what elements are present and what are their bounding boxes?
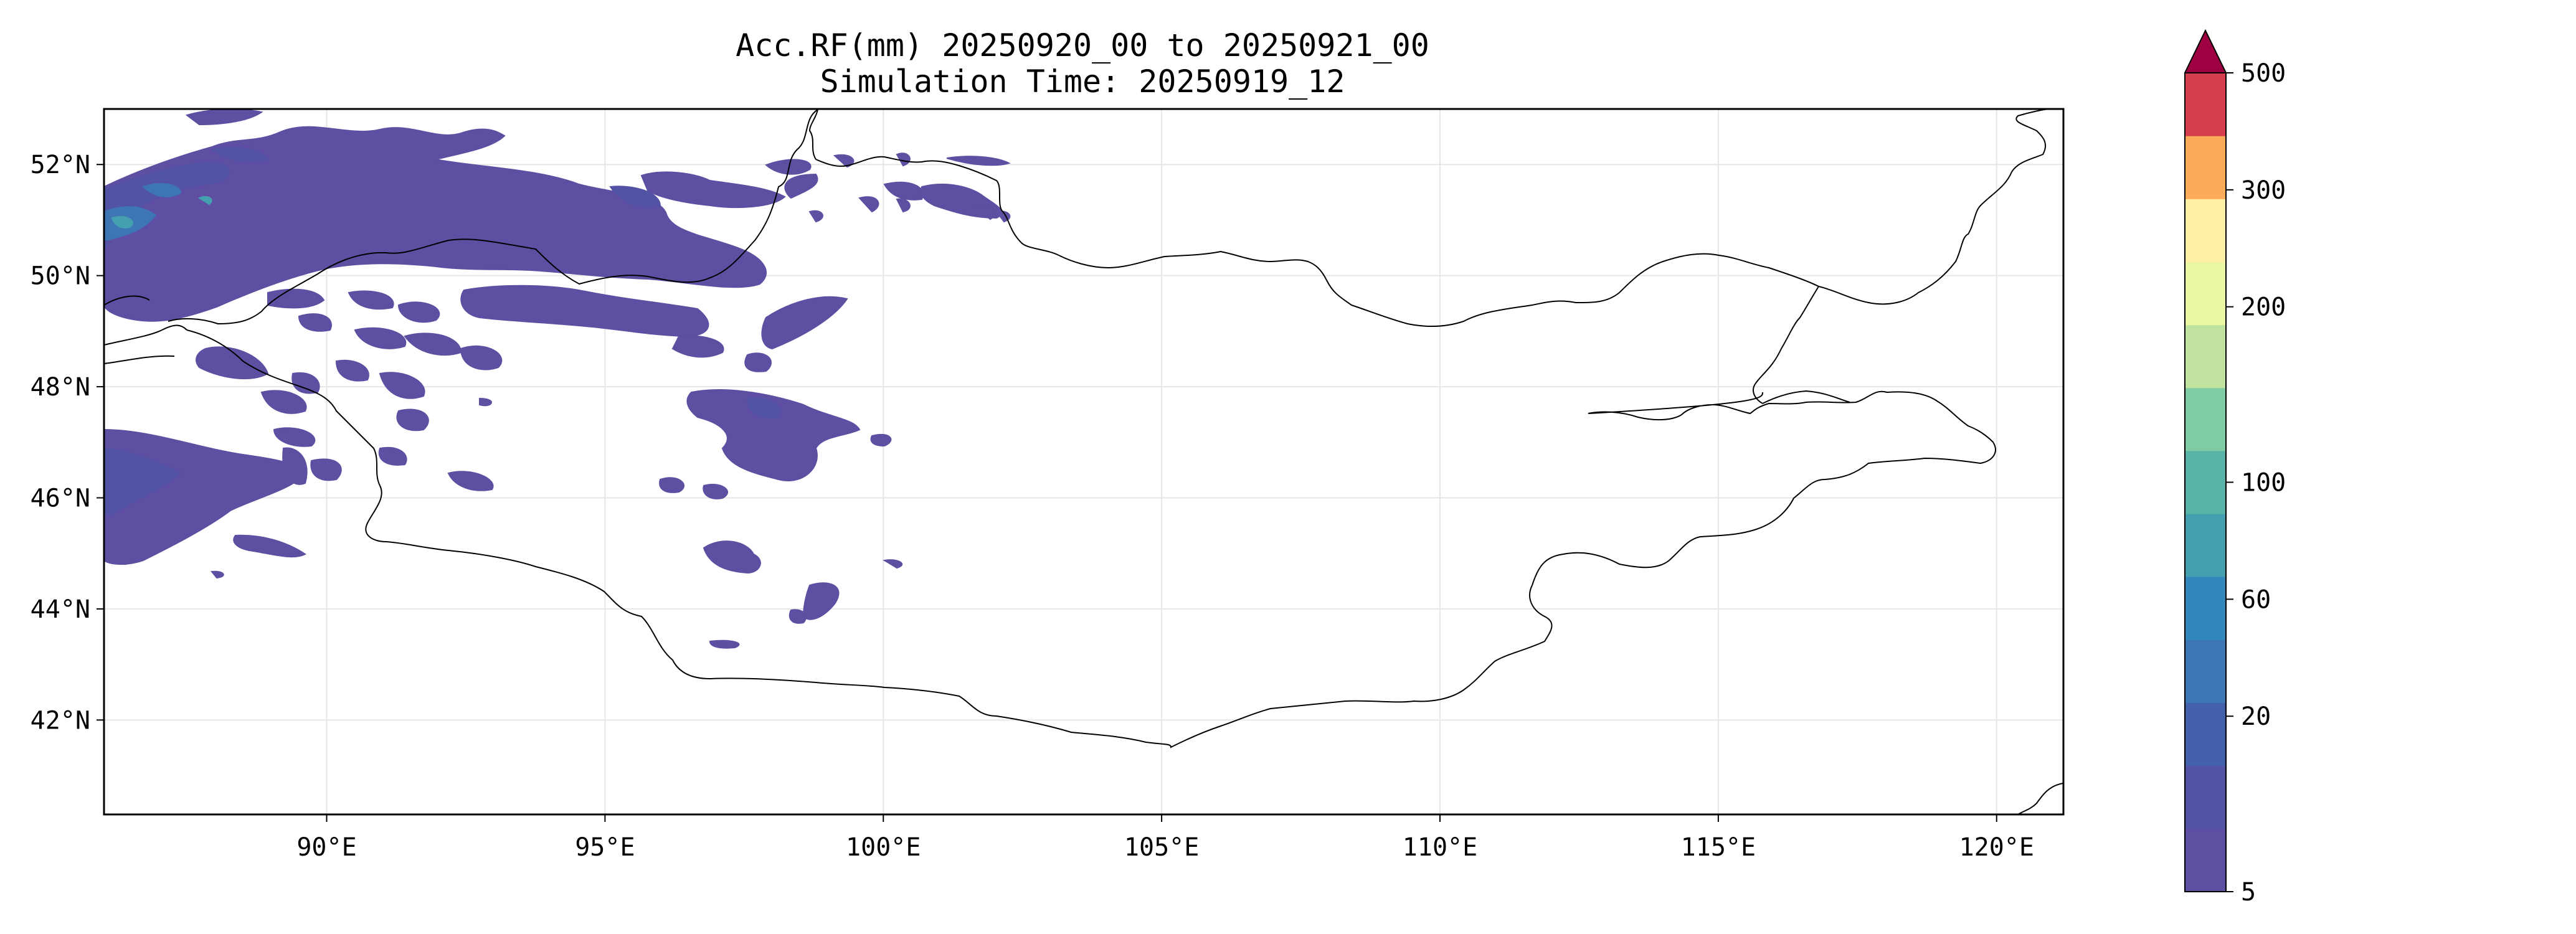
x-tick-label: 110°E [1403,833,1477,862]
y-tick-label: 50°N [31,262,90,291]
map-title: Acc.RF(mm) 20250920_00 to 20250921_00 [736,27,1429,64]
colorbar-segment [2185,387,2226,451]
y-tick-label: 48°N [31,373,90,402]
country-borders [104,109,2063,814]
colorbar-segment [2185,199,2226,262]
colorbar-segment [2185,262,2226,326]
map-subtitle: Simulation Time: 20250919_12 [820,64,1345,100]
x-tick-label: 120°E [1959,833,2034,862]
colorbar-segment [2185,73,2226,136]
colorbar-segment [2185,324,2226,389]
precip-area-northwest [104,109,1011,649]
y-tick-label: 46°N [31,484,90,512]
colorbar-tick-label: 200 [2241,293,2286,322]
precipitation-field [104,109,1011,649]
colorbar-segment [2185,577,2226,640]
colorbar-tick-label: 100 [2241,469,2286,498]
map-frame [103,108,2065,816]
colorbar-tick-label: 500 [2241,59,2286,88]
map-area[interactable] [104,109,2063,814]
x-tick-label: 90°E [296,833,356,862]
colorbar-tick-label: 300 [2241,176,2286,205]
colorbar-segment [2185,765,2226,829]
precip-area-moderate [104,146,780,516]
x-axis: 90°E 95°E 100°E 105°E 110°E 115°E 120°E [296,814,2034,862]
colorbar-segment [2185,702,2226,767]
precip-area-heavier [111,196,212,229]
y-tick-label: 42°N [31,706,90,735]
colorbar[interactable]: 5 20 60 100 200 300 500 [2184,29,2286,907]
x-tick-label: 95°E [575,833,635,862]
x-tick-label: 115°E [1681,833,1756,862]
x-tick-label: 100°E [846,833,921,862]
colorbar-segment [2185,828,2226,892]
colorbar-tick-label: 5 [2241,878,2256,907]
y-tick-label: 44°N [31,595,90,624]
colorbar-extend-arrow [2184,29,2227,73]
y-axis: 42°N 44°N 46°N 48°N 50°N 52°N [31,151,104,735]
y-tick-label: 52°N [31,151,90,179]
colorbar-segment [2185,136,2226,199]
colorbar-tick-label: 20 [2241,702,2271,731]
x-tick-label: 105°E [1124,833,1199,862]
colorbar-segment [2185,450,2226,514]
colorbar-segment [2185,514,2226,577]
colorbar-tick-label: 60 [2241,585,2271,614]
colorbar-segment [2185,639,2226,704]
